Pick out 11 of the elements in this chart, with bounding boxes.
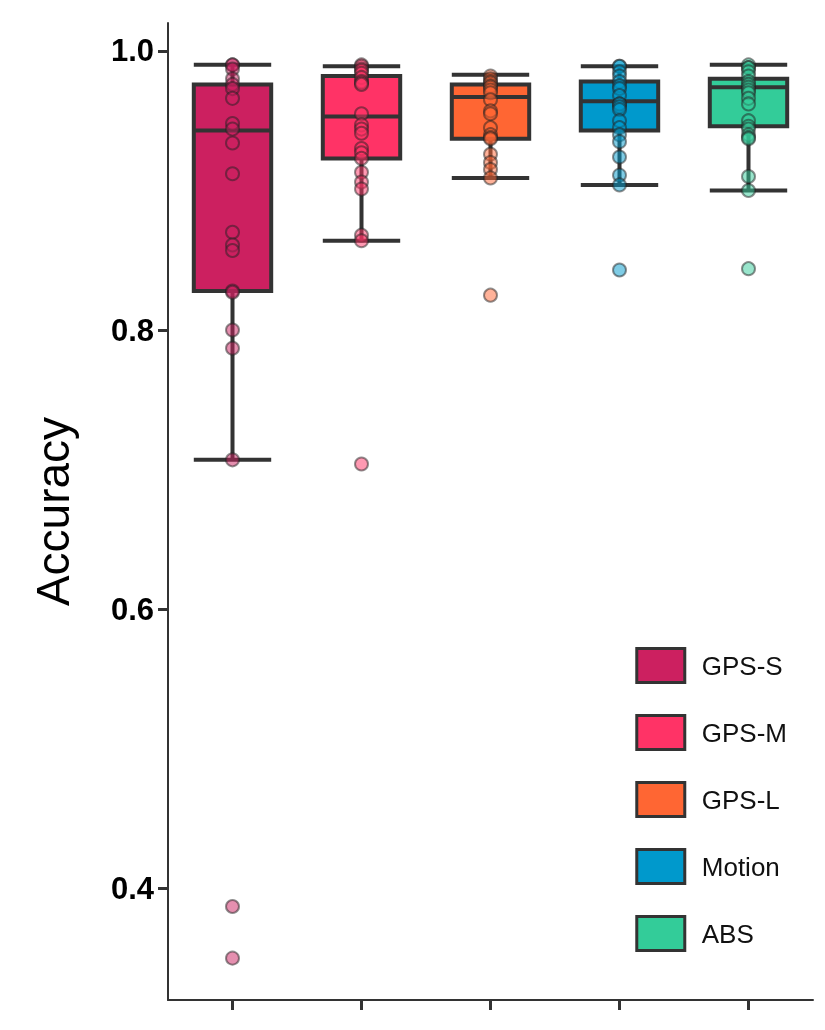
y-tick-label: 1.0 [110,33,154,69]
legend-label: Motion [701,851,780,882]
legend-label: GPS-M [701,717,788,748]
legend-label: ABS [701,918,754,949]
y-tick-label: 0.6 [110,591,154,627]
legend-label: GPS-S [701,650,783,681]
y-axis-title: Accuracy [27,416,79,607]
y-tick-label: 0.8 [110,312,154,348]
point [354,456,369,472]
legend-label: GPS-L [701,784,780,815]
y-tick-label: 0.4 [110,870,155,906]
